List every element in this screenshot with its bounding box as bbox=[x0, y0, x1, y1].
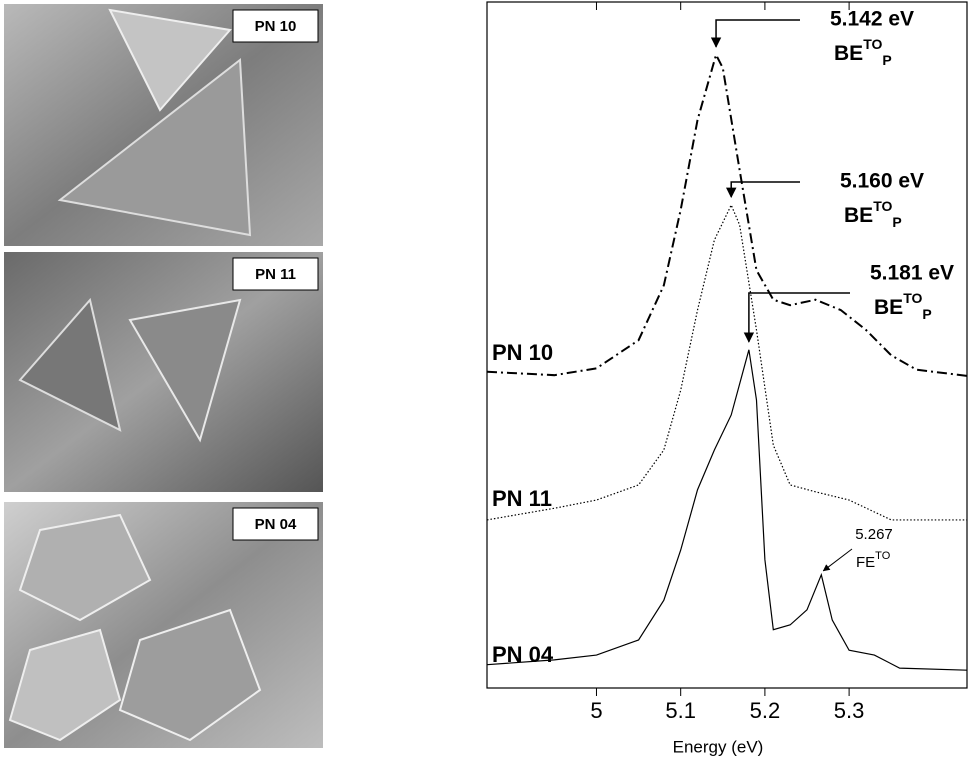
series-label: PN 10 bbox=[492, 340, 553, 365]
series-label: PN 04 bbox=[492, 642, 554, 667]
annotation-sup: TO bbox=[903, 290, 922, 306]
annotation-label: BETOP bbox=[844, 198, 902, 230]
annotation-sub: P bbox=[882, 52, 891, 68]
annotation-sup: TO bbox=[873, 198, 892, 214]
figure: PN 10 PN 11 PN 04 Energy (eV) 5 5.1 5.2 5.3… bbox=[0, 0, 969, 764]
annotation-label: BETOP bbox=[874, 290, 932, 322]
annotation-sub: P bbox=[922, 306, 931, 322]
image-label: PN 11 bbox=[255, 266, 296, 283]
spectrum-line bbox=[487, 350, 967, 670]
image-label: PN 04 bbox=[255, 516, 297, 533]
x-tick-label: 5.1 bbox=[665, 698, 696, 723]
x-axis-label: Energy (eV) bbox=[673, 737, 764, 756]
series-label: PN 11 bbox=[492, 486, 552, 511]
annotation-label: BETOP bbox=[834, 36, 892, 68]
x-tick-label: 5.3 bbox=[834, 698, 865, 723]
annotation-arrow bbox=[823, 549, 852, 571]
annotation-energy: 5.181 eV bbox=[870, 262, 954, 285]
spectrum-line bbox=[487, 205, 967, 520]
annotation-energy: 5.160 eV bbox=[840, 170, 924, 193]
annotation-main: BE bbox=[844, 204, 873, 227]
annotation-main: BE bbox=[834, 42, 863, 65]
image-label: PN 10 bbox=[255, 18, 297, 35]
sem-panels: PN 10 PN 11 PN 04 bbox=[4, 4, 323, 748]
annotation-energy: 5.267 bbox=[855, 526, 893, 543]
annotation-sup: TO bbox=[875, 550, 891, 562]
annotation-energy: 5.142 eV bbox=[830, 8, 914, 31]
annotation-main: FE bbox=[856, 554, 875, 571]
annotation-main: BE bbox=[874, 296, 903, 319]
annotation-label: FETO bbox=[856, 550, 891, 571]
annotation-sub: P bbox=[892, 214, 901, 230]
annotation-arrow bbox=[749, 293, 850, 342]
annotation-arrow bbox=[716, 20, 800, 47]
x-tick-label: 5.2 bbox=[750, 698, 781, 723]
annotation-arrow bbox=[731, 182, 800, 197]
x-tick-label: 5 bbox=[590, 698, 602, 723]
plot-frame bbox=[487, 2, 967, 688]
annotation-sup: TO bbox=[863, 36, 882, 52]
